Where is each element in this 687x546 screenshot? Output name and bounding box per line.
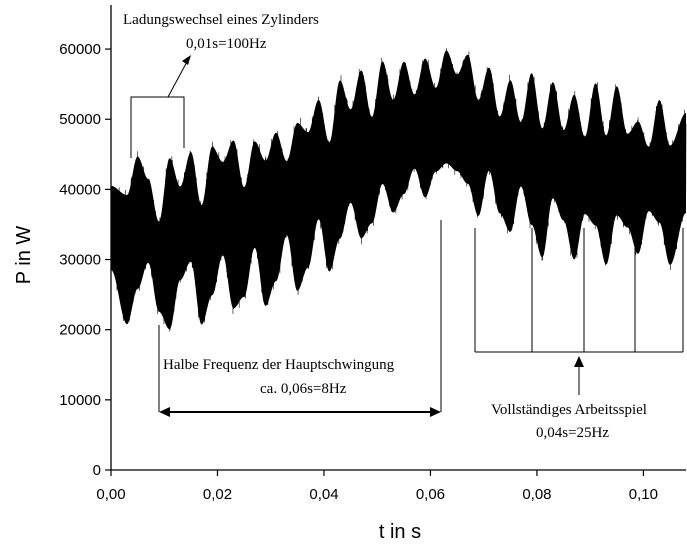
y-axis-label: P in W bbox=[13, 226, 35, 285]
x-tick-label: 0,00 bbox=[96, 486, 125, 503]
signal-series bbox=[110, 48, 687, 332]
y-tick-label: 40000 bbox=[59, 181, 101, 198]
arrowhead-left-icon bbox=[159, 407, 170, 417]
y-tick-label: 50000 bbox=[59, 111, 101, 128]
annotation-label: Halbe Frequenz der Hauptschwingung bbox=[163, 357, 395, 373]
y-tick-label: 30000 bbox=[59, 252, 101, 269]
y-tick-label: 10000 bbox=[59, 392, 101, 409]
annotation-label: Ladungswechsel eines Zylinders bbox=[123, 12, 319, 28]
annotation-half-frequency: Halbe Frequenz der Hauptschwingung ca. 0… bbox=[158, 220, 442, 417]
annotation-cylinder-exchange: Ladungswechsel eines Zylinders 0,01s=100… bbox=[123, 12, 319, 158]
annotation-value: 0,04s=25Hz bbox=[536, 425, 609, 441]
x-tick-label: 0,04 bbox=[309, 486, 338, 503]
arrowhead-icon bbox=[182, 55, 191, 65]
annotation-arrow bbox=[167, 57, 190, 98]
annotation-working-cycle: Vollständiges Arbeitsspiel 0,04s=25Hz bbox=[474, 228, 684, 441]
annotation-value: 0,01s=100Hz bbox=[186, 36, 267, 52]
axis-ticks: 0 10000 20000 30000 40000 50000 60000 0,00 0,02 0… bbox=[59, 41, 658, 503]
annotation-label: Vollständiges Arbeitsspiel bbox=[491, 402, 647, 418]
x-tick-label: 0,08 bbox=[522, 486, 551, 503]
annotation-value: ca. 0,06s=8Hz bbox=[260, 381, 347, 397]
x-tick-label: 0,06 bbox=[416, 486, 445, 503]
y-tick-label: 0 bbox=[93, 462, 101, 479]
x-axis-label: t in s bbox=[379, 521, 421, 543]
arrowhead-right-icon bbox=[430, 407, 441, 417]
signal-line bbox=[110, 48, 687, 332]
y-tick-label: 20000 bbox=[59, 322, 101, 339]
x-tick-label: 0,10 bbox=[629, 486, 658, 503]
annotation-bracket bbox=[130, 96, 185, 158]
x-tick-label: 0,02 bbox=[203, 486, 232, 503]
y-tick-label: 60000 bbox=[59, 41, 101, 58]
arrowhead-icon bbox=[574, 356, 584, 367]
